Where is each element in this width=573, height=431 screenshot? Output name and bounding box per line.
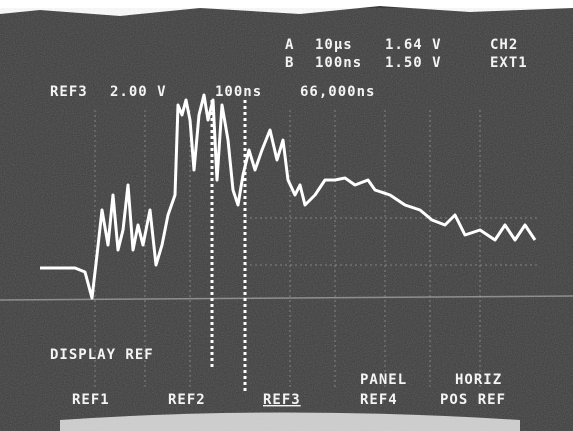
menu-button[interactable]: REF4 xyxy=(360,392,398,408)
readout-text: 10µs xyxy=(315,37,353,53)
menu-title: DISPLAY REF xyxy=(50,347,154,363)
menu-button[interactable]: HORIZ xyxy=(455,372,502,388)
readout-text: A xyxy=(285,37,294,53)
readout-text: REF3 xyxy=(50,84,88,100)
readout-text: 1.64 V xyxy=(385,37,442,53)
readout-text: EXT1 xyxy=(490,55,528,71)
menu-button[interactable]: REF1 xyxy=(72,392,110,408)
readout-text: 66,000ns xyxy=(300,84,375,100)
readout-text: 100ns xyxy=(215,84,262,100)
readout-text: 1.50 V xyxy=(385,55,442,71)
readout-text: B xyxy=(285,55,294,71)
menu-button[interactable]: POS REF xyxy=(440,392,506,408)
readout-text: CH2 xyxy=(490,37,518,53)
menu-button[interactable]: REF2 xyxy=(168,392,206,408)
readout-text: 100ns xyxy=(315,55,362,71)
menu-button[interactable]: REF3 xyxy=(263,392,301,408)
menu-button[interactable]: PANEL xyxy=(360,372,407,388)
scope-screen: A 10µs 1.64 V CH2 B 100ns 1.50 V EXT1 RE… xyxy=(0,0,573,431)
grain xyxy=(0,8,573,431)
readout-text: 2.00 V xyxy=(110,84,167,100)
